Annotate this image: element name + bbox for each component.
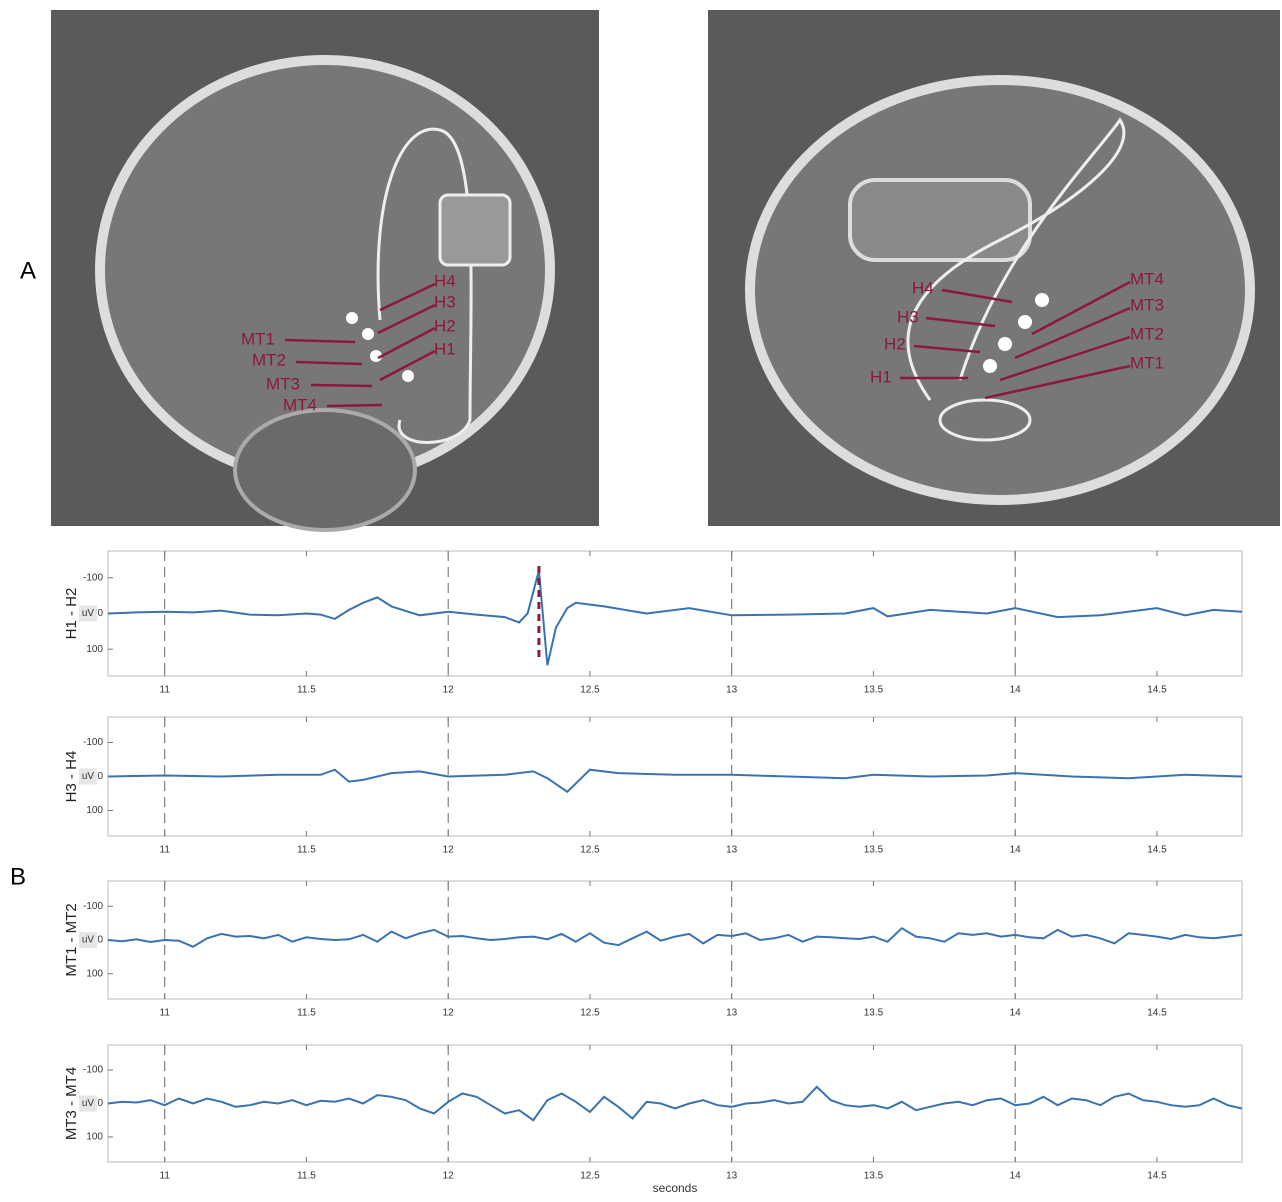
x-tick-label: 11.5	[297, 685, 316, 696]
electrode-label: MT4	[1130, 269, 1164, 288]
electrode-label: H4	[434, 271, 456, 290]
x-tick-label: 12	[443, 685, 455, 696]
unit-bg	[79, 1095, 97, 1112]
y-axis-label: MT3 - MT4	[63, 1067, 80, 1140]
y-tick-label: 0	[97, 771, 103, 782]
x-tick-label: 12	[443, 845, 455, 856]
electrode-label: MT1	[241, 329, 275, 348]
y-axis-label: MT1 - MT2	[63, 903, 80, 976]
x-tick-label: 13	[726, 1171, 738, 1182]
x-tick-label: 14.5	[1147, 1171, 1167, 1182]
panel-label: A	[20, 257, 36, 284]
eeg-trace	[107, 768, 1243, 794]
y-tick-label: -100	[83, 901, 103, 912]
x-tick-label: 13.5	[864, 685, 884, 696]
electrode-labels-left: H4 H3 H2 H1 MT1 MT2 MT3 MT4	[241, 271, 456, 414]
x-tick-label: 14	[1010, 1008, 1022, 1019]
x-tick-label: 11.5	[297, 1171, 316, 1182]
x-tick-label: 14.5	[1147, 685, 1167, 696]
unit-label: uV	[82, 771, 95, 782]
y-tick-label: 0	[97, 1098, 103, 1109]
y-tick-label: 100	[86, 968, 103, 979]
eeg-trace	[107, 926, 1243, 948]
electrode-label: MT3	[1130, 295, 1164, 314]
y-tick-label: -100	[83, 737, 103, 748]
unit-label: uV	[82, 1098, 95, 1109]
electrode-label: H3	[434, 292, 456, 311]
x-tick-label: 13.5	[864, 845, 884, 856]
electrode-label: H2	[434, 316, 456, 335]
electrode-label: MT3	[266, 374, 300, 393]
y-axis-label: H3 - H4	[63, 751, 80, 803]
y-tick-label: -100	[83, 1065, 103, 1076]
unit-label: uV	[82, 608, 95, 619]
panel-label: B	[10, 863, 26, 890]
y-tick-label: -100	[83, 572, 103, 583]
unit-bg	[79, 932, 97, 948]
xray-sagittal	[708, 10, 1280, 526]
unit-bg	[79, 605, 97, 622]
x-tick-label: 11.5	[297, 845, 316, 856]
electrode-label: H1	[870, 367, 892, 386]
electrode-label: H2	[884, 334, 906, 353]
plot-frame	[107, 550, 1243, 677]
x-tick-label: 13.5	[864, 1171, 884, 1182]
x-tick-label: 12.5	[580, 685, 600, 696]
plot-frame	[107, 880, 1243, 1000]
x-tick-label: 14.5	[1147, 845, 1167, 856]
eeg-trace	[107, 570, 1243, 666]
x-tick-label: 14	[1010, 1171, 1022, 1182]
x-tick-label: 11	[160, 845, 171, 856]
x-axis-label: seconds	[653, 1181, 698, 1195]
y-tick-label: 100	[86, 644, 103, 655]
x-tick-label: 12.5	[580, 1008, 600, 1019]
electrode-label: MT4	[283, 395, 317, 414]
electrode-label: H4	[912, 278, 934, 297]
electrode-label: MT1	[1130, 353, 1164, 372]
x-tick-label: 12.5	[580, 845, 600, 856]
electrode-label: MT2	[252, 350, 286, 369]
x-tick-label: 14	[1010, 845, 1022, 856]
x-tick-label: 14.5	[1147, 1008, 1167, 1019]
eeg-trace	[107, 1085, 1243, 1122]
plot-frame	[107, 716, 1243, 837]
x-tick-label: 13	[726, 845, 738, 856]
x-tick-label: 12	[443, 1008, 455, 1019]
y-tick-label: 0	[97, 935, 103, 946]
x-tick-label: 12.5	[580, 1171, 600, 1182]
x-tick-label: 12	[443, 1171, 455, 1182]
y-tick-label: 100	[86, 1132, 103, 1143]
x-tick-label: 11.5	[297, 1008, 316, 1019]
unit-bg	[79, 768, 97, 785]
electrode-label: H1	[434, 339, 456, 358]
y-tick-label: 0	[97, 608, 103, 619]
x-tick-label: 13	[726, 685, 738, 696]
x-tick-label: 11	[160, 685, 171, 696]
x-tick-label: 11	[160, 1008, 171, 1019]
y-tick-label: 100	[86, 805, 103, 816]
electrode-label: MT2	[1130, 324, 1164, 343]
y-axis-label: H1 - H2	[63, 588, 80, 640]
electrode-label: H3	[897, 307, 919, 326]
xray-coronal	[51, 10, 599, 532]
x-tick-label: 14	[1010, 685, 1022, 696]
unit-label: uV	[82, 935, 95, 946]
x-tick-label: 13.5	[864, 1008, 884, 1019]
x-tick-label: 11	[160, 1171, 171, 1182]
electrode-labels-right: MT4 MT3 MT2 MT1 H4 H3 H2 H1	[870, 269, 1164, 400]
x-tick-label: 13	[726, 1008, 738, 1019]
